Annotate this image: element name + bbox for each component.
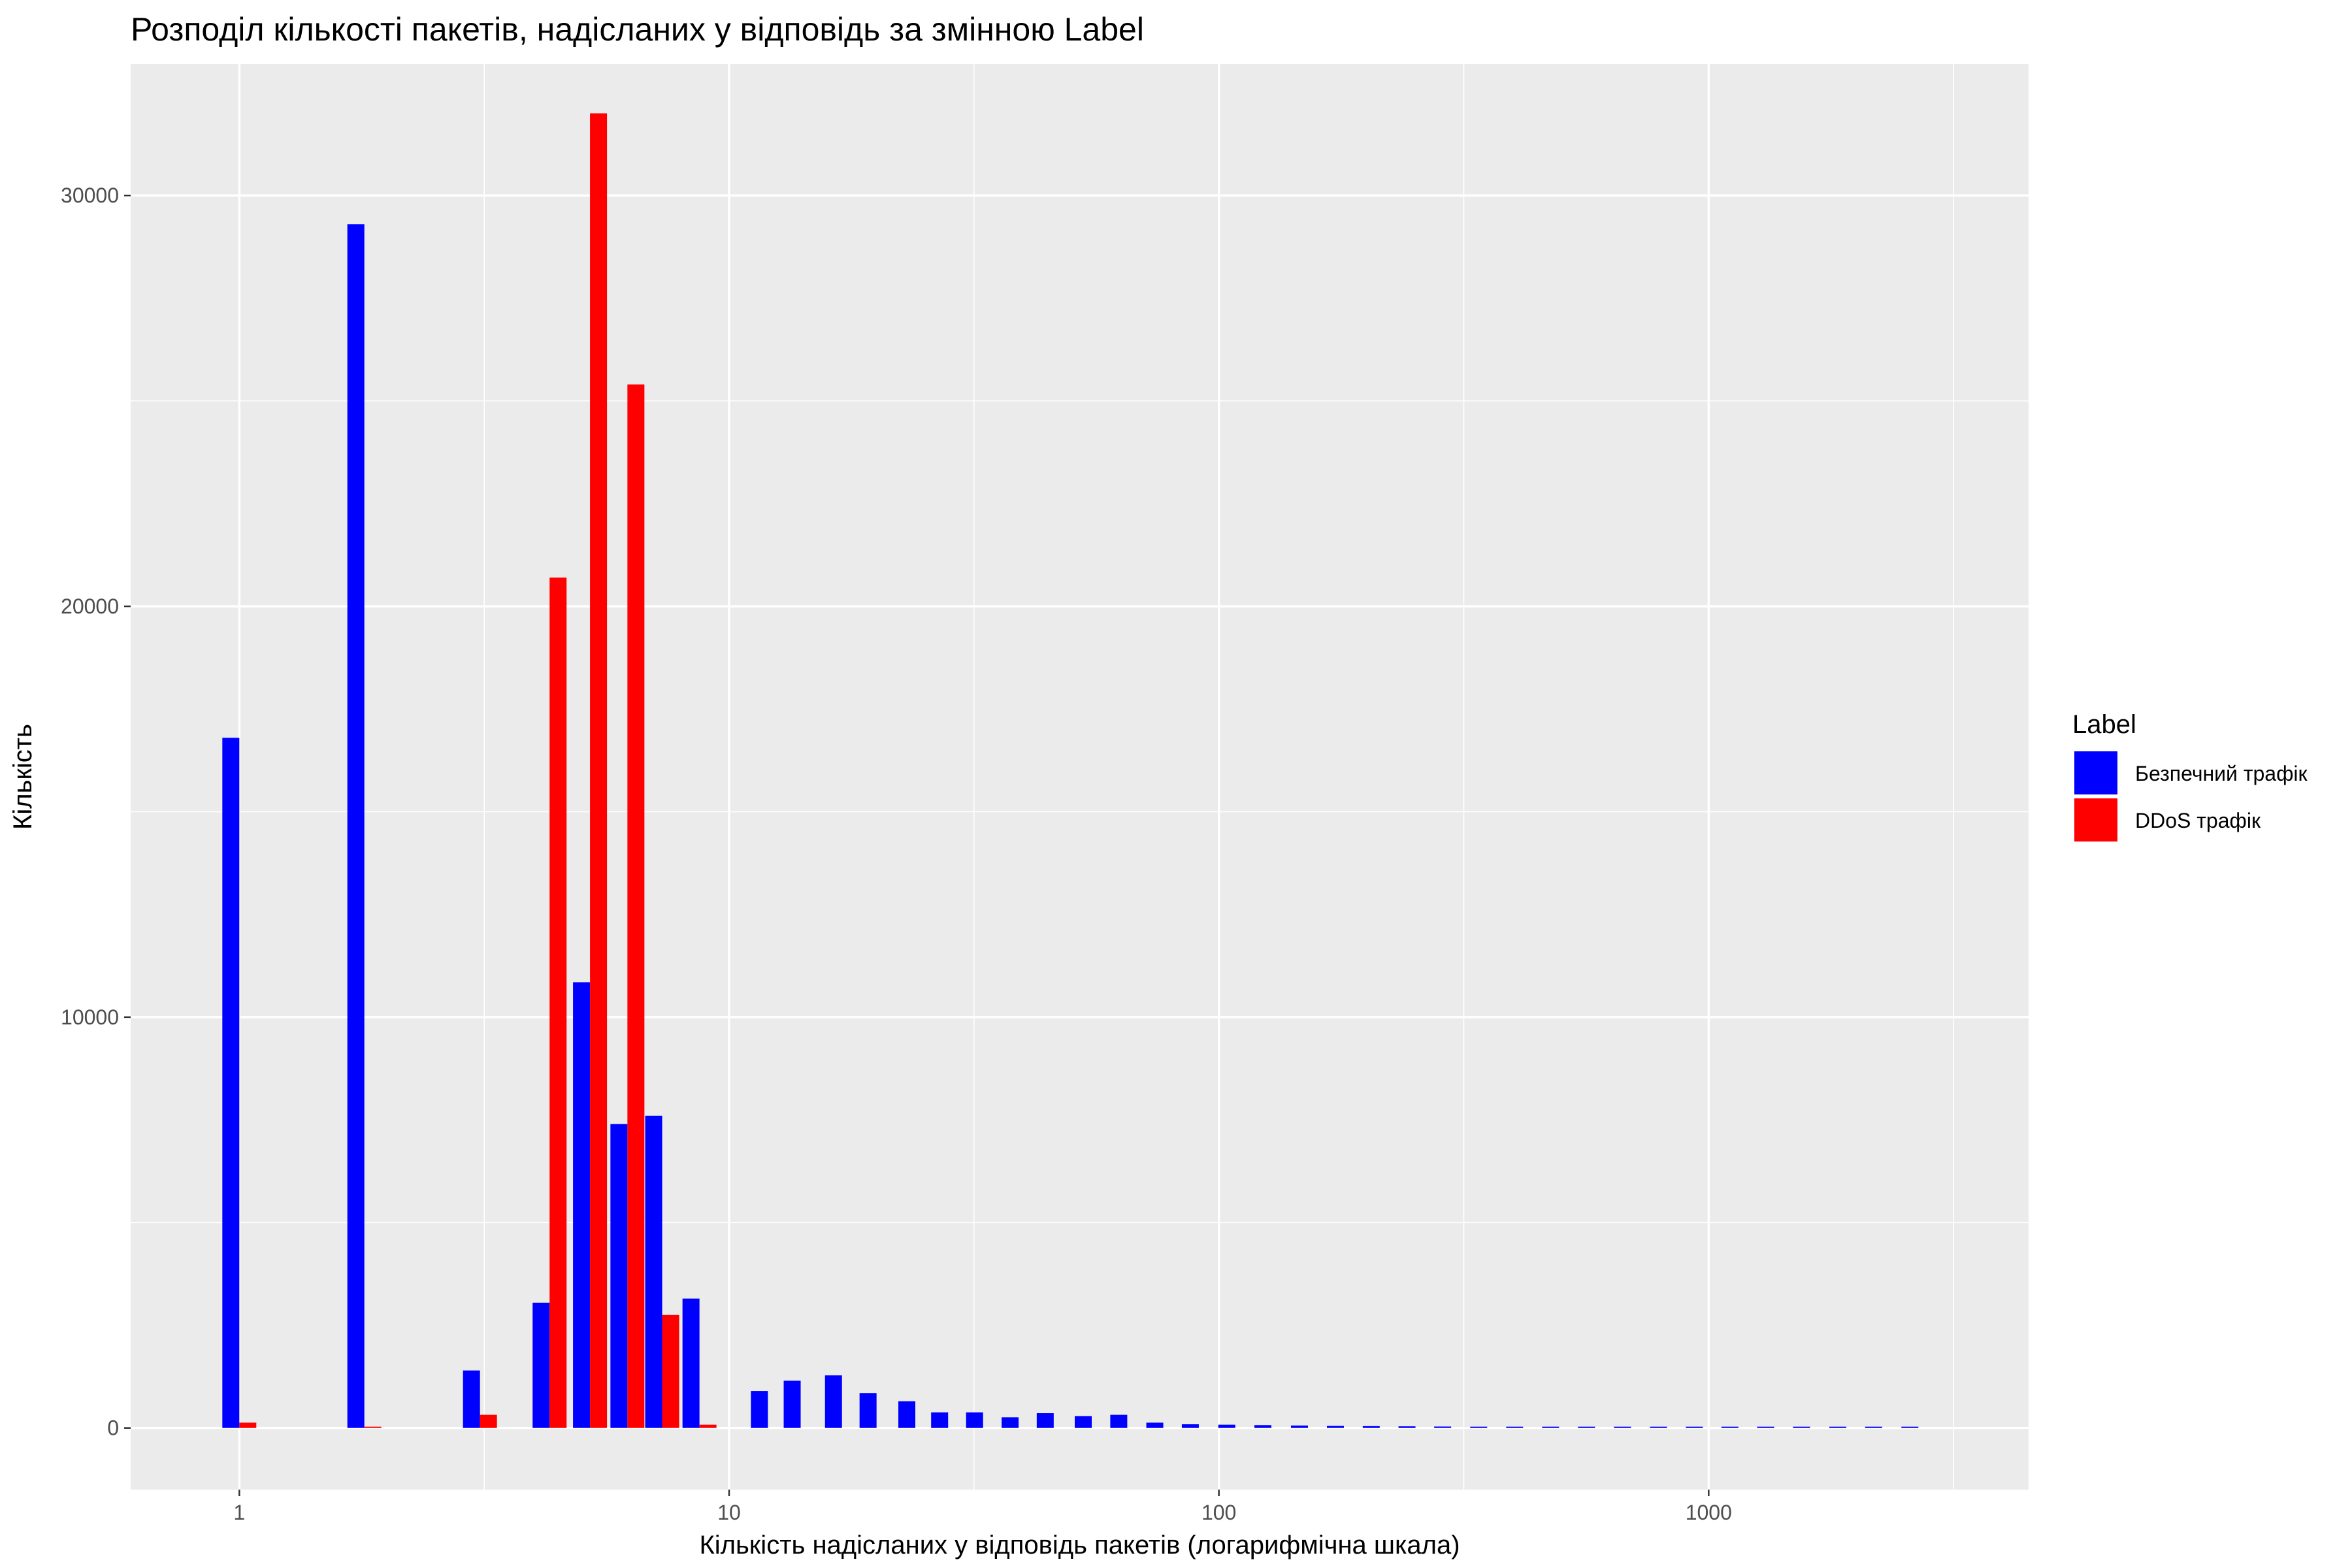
x-tick-label: 1000 [1686,1501,1732,1524]
bar-ddos [239,1422,257,1428]
x-tick-label: 1 [233,1501,245,1524]
bar-safe [1721,1426,1739,1428]
bar-ddos [549,578,567,1428]
bar-ddos [627,384,645,1428]
bar-safe [1362,1426,1380,1428]
bar-safe [1793,1426,1810,1428]
bar-safe [463,1370,480,1428]
plot-panel [131,64,2029,1490]
bar-safe [1865,1426,1882,1428]
legend-label-safe-traffic: Безпечний трафік [2135,762,2308,785]
bar-safe [859,1393,877,1428]
bar-safe [1002,1417,1019,1428]
y-tick-label: 10000 [61,1005,119,1029]
bar-safe [222,738,240,1428]
bar-safe [1327,1426,1345,1428]
bar-ddos [662,1315,679,1428]
bar-safe [1757,1426,1774,1428]
legend-key-safe-traffic [2074,751,2117,794]
bar-safe [610,1124,628,1428]
bar-safe [1686,1426,1703,1428]
bar-safe [1075,1416,1092,1428]
bar-safe [898,1401,916,1428]
bar-safe [931,1412,949,1428]
bar-safe [682,1298,700,1428]
bar-safe [573,982,591,1428]
bar-ddos [480,1414,497,1428]
x-tick-label: 100 [1201,1501,1236,1524]
bar-safe [1110,1414,1128,1428]
bar-safe [1578,1426,1595,1428]
bar-safe [347,224,365,1428]
legend: Label Безпечний трафік DDoS трафік [2072,710,2308,841]
bar-ddos [364,1426,382,1428]
bar-safe [1434,1426,1452,1428]
grid-lines [131,64,2029,1490]
bar-safe [966,1412,983,1428]
bar-safe [1901,1426,1919,1428]
y-axis-title: Кількість [8,724,37,830]
bar-safe [1542,1426,1560,1428]
legend-label-ddos-traffic: DDoS трафік [2135,809,2261,832]
bar-ddos [590,113,608,1428]
legend-key-ddos-traffic [2074,798,2117,841]
y-tick-label: 20000 [61,595,119,618]
legend-title: Label [2072,710,2136,739]
bar-safe [1829,1426,1846,1428]
bar-safe [825,1375,842,1428]
chart-title: Розподіл кількості пакетів, надісланих у… [131,11,1144,48]
y-tick-label: 0 [107,1416,119,1440]
x-tick-label: 10 [717,1501,741,1524]
y-tick-label: 30000 [61,184,119,207]
bar-safe [1470,1426,1488,1428]
bars-layer [222,113,1919,1428]
bar-safe [1254,1425,1272,1428]
bar-ddos [699,1424,717,1428]
bar-safe [645,1115,662,1428]
bar-safe [783,1380,801,1428]
x-axis-title: Кількість надісланих у відповідь пакетів… [699,1531,1460,1560]
bar-safe [1036,1413,1054,1428]
bar-safe [1181,1424,1199,1428]
bar-safe [1614,1426,1631,1428]
bar-safe [532,1302,550,1428]
axis-ticks: 0 10000 20000 30000 1 10 100 1000 [61,184,1732,1524]
bar-safe [1506,1426,1524,1428]
bar-safe [1218,1424,1235,1428]
bar-safe [751,1391,768,1428]
bar-safe [1146,1422,1164,1428]
bar-safe [1650,1426,1667,1428]
bar-safe [1290,1425,1308,1428]
bar-safe [1398,1426,1416,1428]
